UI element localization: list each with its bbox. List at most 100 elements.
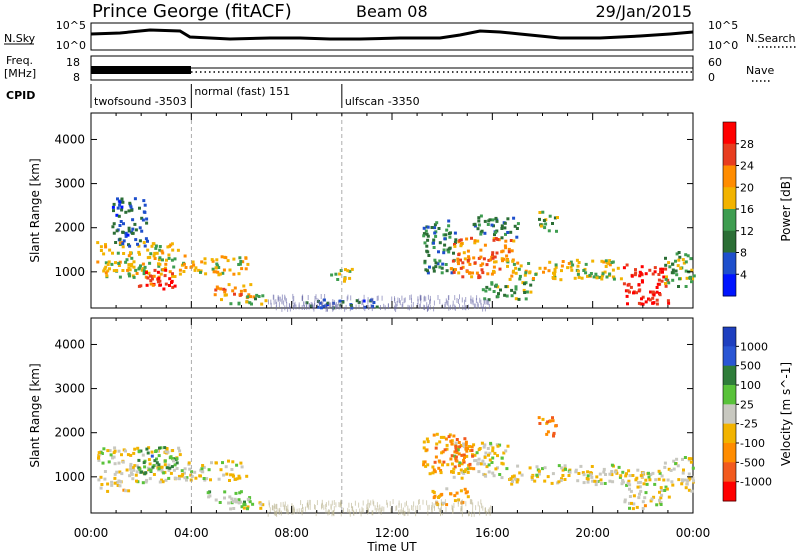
range-cell [675, 273, 679, 277]
range-cell [427, 305, 429, 311]
range-cell [238, 262, 242, 266]
range-cell [483, 443, 487, 447]
range-cell [621, 470, 625, 474]
range-cell [152, 464, 156, 468]
range-cell [473, 241, 477, 245]
range-cell [164, 450, 168, 453]
range-cell [106, 269, 110, 273]
range-cell [284, 505, 286, 511]
range-cell [511, 475, 514, 479]
range-cell [423, 460, 427, 464]
range-cell [348, 509, 350, 515]
range-cell [270, 302, 272, 308]
range-cell [156, 270, 160, 274]
range-cell [239, 289, 243, 293]
y-tick-label: 3000 [54, 177, 85, 191]
range-cell [322, 298, 324, 304]
range-cell [477, 216, 481, 220]
range-cell [484, 289, 488, 293]
range-cell [135, 479, 138, 483]
range-cell [129, 205, 133, 209]
range-cell [432, 468, 436, 472]
range-cell [506, 285, 510, 289]
range-cell [127, 263, 131, 267]
range-cell [146, 466, 150, 470]
range-cell [384, 305, 386, 311]
range-cell [230, 497, 234, 501]
range-cell [97, 478, 101, 482]
range-cell [464, 299, 466, 305]
range-cell [451, 504, 453, 510]
range-cell [171, 272, 174, 276]
range-cell [538, 266, 542, 270]
y-tick-label: 1000 [54, 265, 85, 279]
range-cell [397, 297, 399, 303]
range-cell [323, 504, 325, 510]
range-cell [240, 465, 244, 469]
range-cell [221, 461, 224, 465]
range-cell [292, 293, 294, 299]
range-cell [642, 482, 646, 486]
range-cell [219, 287, 223, 291]
range-cell [377, 295, 379, 301]
range-cell [677, 258, 681, 262]
range-cell [627, 282, 631, 286]
range-cell [122, 222, 125, 226]
range-cell [386, 502, 388, 508]
range-cell [284, 501, 286, 507]
range-cell [560, 477, 563, 481]
range-cell [433, 503, 435, 509]
range-cell [210, 258, 214, 262]
range-cell [586, 274, 589, 278]
range-cell [118, 224, 122, 227]
range-cell [227, 459, 230, 463]
range-cell [312, 304, 314, 310]
range-cell [376, 295, 378, 301]
range-cell [461, 297, 463, 303]
range-cell [275, 305, 277, 311]
range-cell [487, 258, 491, 262]
range-cell [472, 300, 474, 306]
range-cell [635, 291, 638, 295]
range-cell [684, 285, 688, 288]
range-cell [641, 500, 645, 504]
range-cell [651, 471, 655, 475]
range-cell [468, 445, 471, 448]
range-cell [113, 481, 117, 485]
range-cell [340, 303, 342, 309]
range-cell [472, 502, 474, 508]
range-cell [422, 463, 426, 467]
range-cell [477, 223, 481, 227]
range-cell [372, 499, 374, 505]
range-cell [475, 298, 477, 304]
range-cell [618, 475, 622, 479]
range-cell [610, 473, 614, 477]
range-cell [611, 268, 615, 272]
range-cell [103, 267, 107, 271]
range-cell [160, 465, 164, 469]
range-cell [528, 271, 532, 275]
range-cell [598, 472, 602, 476]
range-cell [154, 450, 158, 453]
range-cell [637, 496, 641, 500]
range-cell [402, 301, 404, 307]
range-cell [538, 211, 542, 214]
range-cell [509, 477, 513, 481]
y-tick-label: 4000 [54, 337, 85, 351]
range-cell [656, 282, 660, 286]
range-cell [613, 470, 617, 474]
range-cell [595, 475, 599, 479]
range-cell [177, 474, 181, 478]
range-cell [491, 256, 495, 260]
range-cell [551, 222, 554, 225]
range-cell [367, 503, 369, 508]
range-cell [111, 205, 115, 209]
range-cell [506, 231, 510, 234]
range-cell [121, 230, 125, 234]
range-cell [426, 500, 428, 506]
range-cell [630, 501, 633, 505]
range-cell [151, 242, 155, 246]
range-cell [477, 274, 481, 278]
range-cell [292, 299, 294, 305]
range-cell [146, 451, 150, 455]
